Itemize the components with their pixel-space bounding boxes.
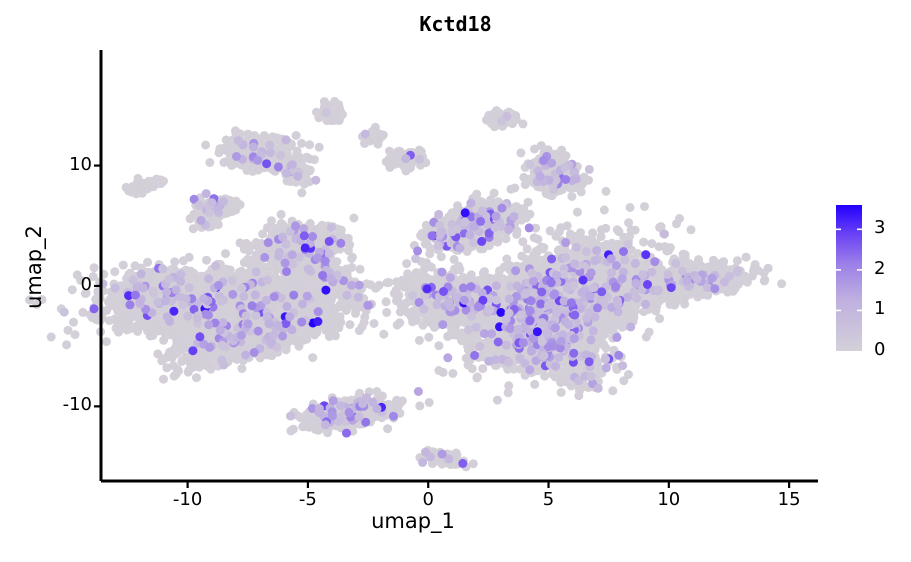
colorbar-tick-label: 1 [874, 298, 886, 320]
y-tick-label: 0 [80, 273, 92, 295]
colorbar-tick-label: 2 [874, 257, 886, 279]
y-axis-label: umap_2 [22, 225, 46, 309]
scatter-points-layer [25, 96, 787, 472]
x-tick-label: 15 [777, 489, 801, 510]
colorbar-tick-label: 0 [874, 339, 886, 360]
x-tick-label: 10 [657, 489, 681, 510]
x-tick-marks [186, 481, 791, 488]
axes-spines [94, 50, 818, 488]
x-tick-label: -10 [172, 489, 203, 510]
colorbar-tick-label: 3 [874, 217, 886, 239]
colorbar [836, 205, 862, 351]
y-tick-marks [94, 164, 101, 408]
x-tick-label: 0 [422, 489, 434, 510]
y-tick-label: -10 [62, 394, 92, 416]
colorbar-tick-marks [836, 228, 862, 312]
x-tick-label: -5 [298, 489, 317, 510]
y-tick-label: 10 [69, 153, 92, 175]
page-title: Kctd18 [419, 12, 492, 36]
x-tick-label: 5 [542, 489, 555, 510]
x-axis-label: umap_1 [371, 509, 455, 533]
